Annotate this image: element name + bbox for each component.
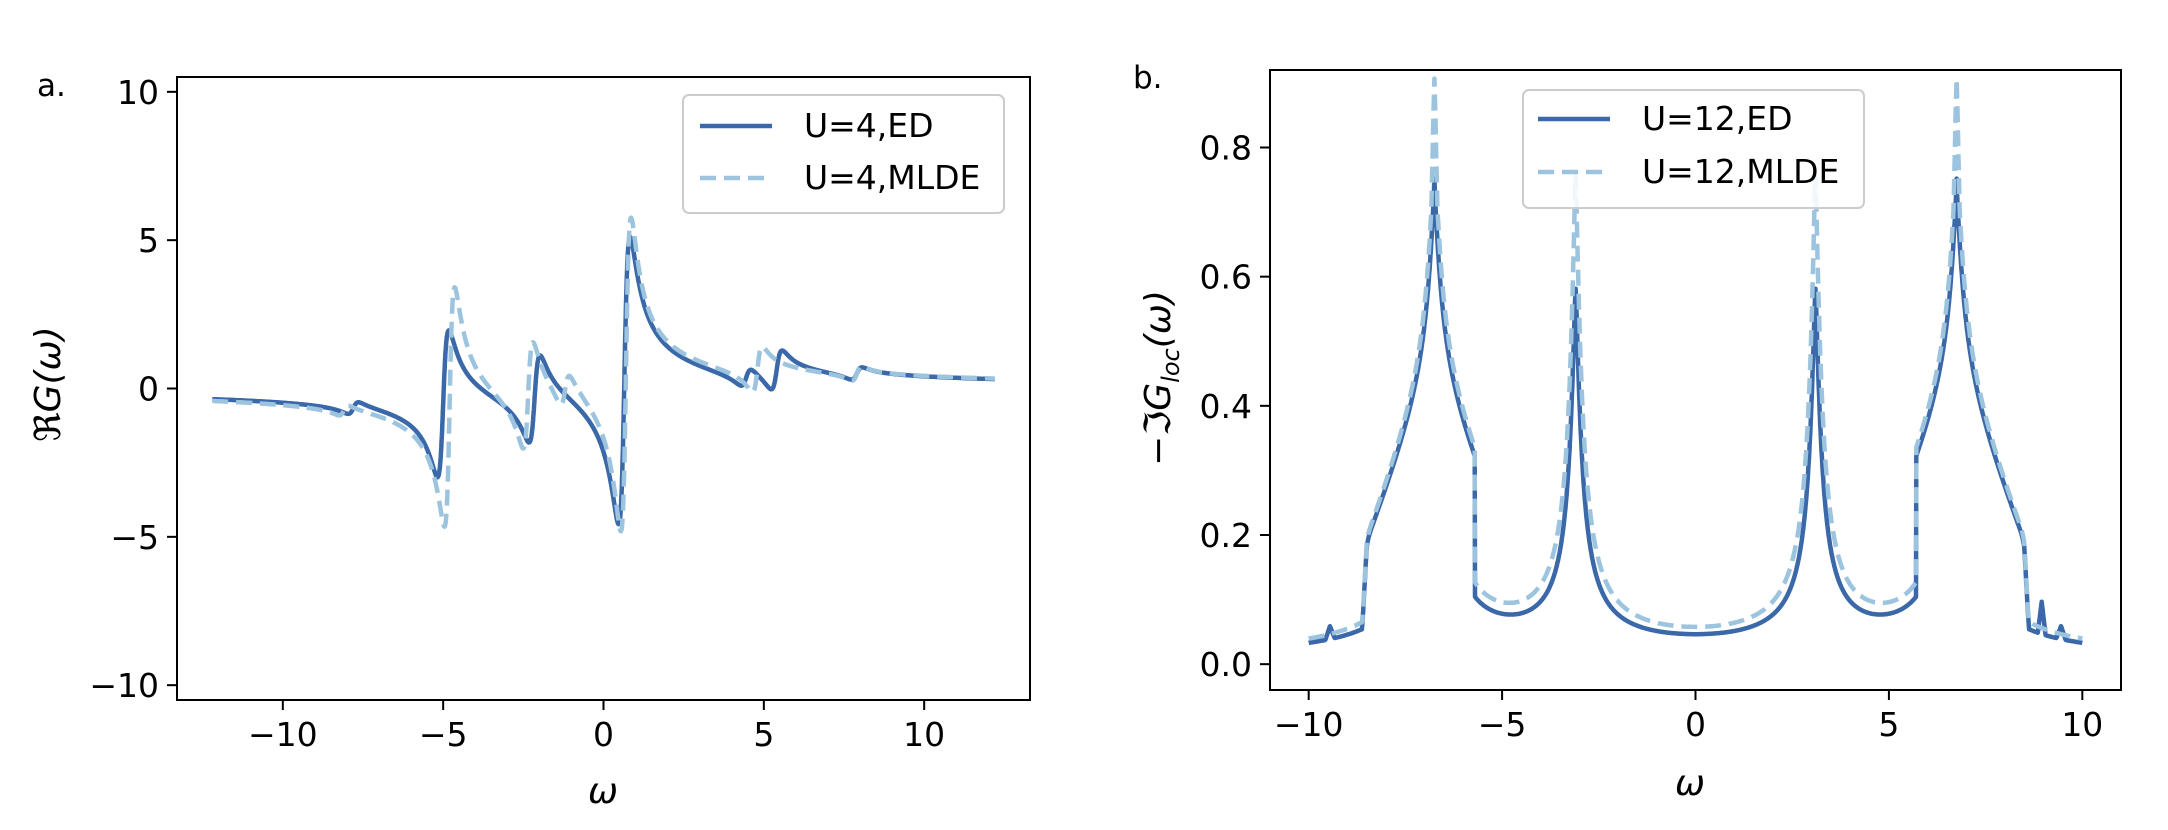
panel-a: a. −10 −5 0 5 10 −10 −5 0 5 10 ω ℜG(ω) U=4,ED U=… (28, 68, 1031, 812)
panel-a-y-tick-label: 5 (138, 221, 159, 260)
panel-a-label: a. (37, 68, 66, 104)
panel-b-x-tick-label: 10 (2061, 705, 2103, 744)
panel-a-y-tick-label: −5 (110, 518, 159, 557)
panel-b: b. −10 −5 0 5 10 0.0 0.2 0.4 0.6 0.8 ω −ℑGloc(ω)… (1133, 60, 2122, 804)
panel-a-legend: U=4,ED U=4,MLDE (682, 94, 1005, 214)
panel-b-x-tick-label: 5 (1878, 705, 1899, 744)
panel-b-y-ticks: 0.0 0.2 0.4 0.6 0.8 (1200, 129, 1270, 684)
panel-b-x-tick-label: 0 (1685, 705, 1706, 744)
panel-a-y-ticks: −10 −5 0 5 10 (89, 73, 177, 705)
panel-b-legend-mlde-label: U=12,MLDE (1642, 152, 1839, 191)
panel-a-legend-ed-label: U=4,ED (804, 106, 934, 145)
panel-b-y-axis-label-sub: loc (1157, 348, 1185, 383)
panel-b-y-tick-label: 0.4 (1200, 387, 1252, 426)
panel-a-x-ticks: −10 −5 0 5 10 (248, 700, 945, 754)
panel-a-x-tick-label: 10 (903, 715, 945, 754)
panel-a-y-tick-label: 10 (117, 73, 159, 112)
panel-b-series-mlde-line (1306, 76, 2085, 641)
panel-a-series-mlde-line (210, 215, 997, 534)
panel-a-x-tick-label: −5 (419, 715, 468, 754)
panel-b-y-axis-label: −ℑGloc(ω) (1138, 290, 1185, 466)
panel-b-x-axis-label: ω (1675, 763, 1705, 804)
panel-b-x-tick-label: −5 (1478, 705, 1527, 744)
panel-b-legend: U=12,ED U=12,MLDE (1522, 89, 1865, 209)
panel-a-x-tick-label: 0 (593, 715, 614, 754)
panel-b-y-axis-label-tail: (ω) (1138, 290, 1179, 348)
panel-b-y-tick-label: 0.0 (1200, 645, 1252, 684)
panel-b-label: b. (1133, 60, 1163, 96)
panel-a-legend-mlde-label: U=4,MLDE (804, 158, 980, 197)
panel-b-x-tick-label: −10 (1274, 705, 1344, 744)
panel-b-x-ticks: −10 −5 0 5 10 (1274, 690, 2103, 744)
panel-b-y-tick-label: 0.6 (1200, 258, 1252, 297)
panel-b-y-axis-label-main: −ℑG (1138, 383, 1179, 466)
panel-a-y-tick-label: −10 (89, 666, 159, 705)
panel-b-y-tick-label: 0.2 (1200, 516, 1252, 555)
panel-b-legend-ed-label: U=12,ED (1642, 99, 1793, 138)
panel-a-y-axis-label: ℜG(ω) (28, 326, 69, 441)
panel-a-x-tick-label: −10 (248, 715, 318, 754)
panel-b-y-tick-label: 0.8 (1200, 129, 1252, 168)
panel-a-y-tick-label: 0 (138, 370, 159, 409)
panel-a-x-tick-label: 5 (753, 715, 774, 754)
panel-a-x-axis-label: ω (588, 771, 618, 812)
